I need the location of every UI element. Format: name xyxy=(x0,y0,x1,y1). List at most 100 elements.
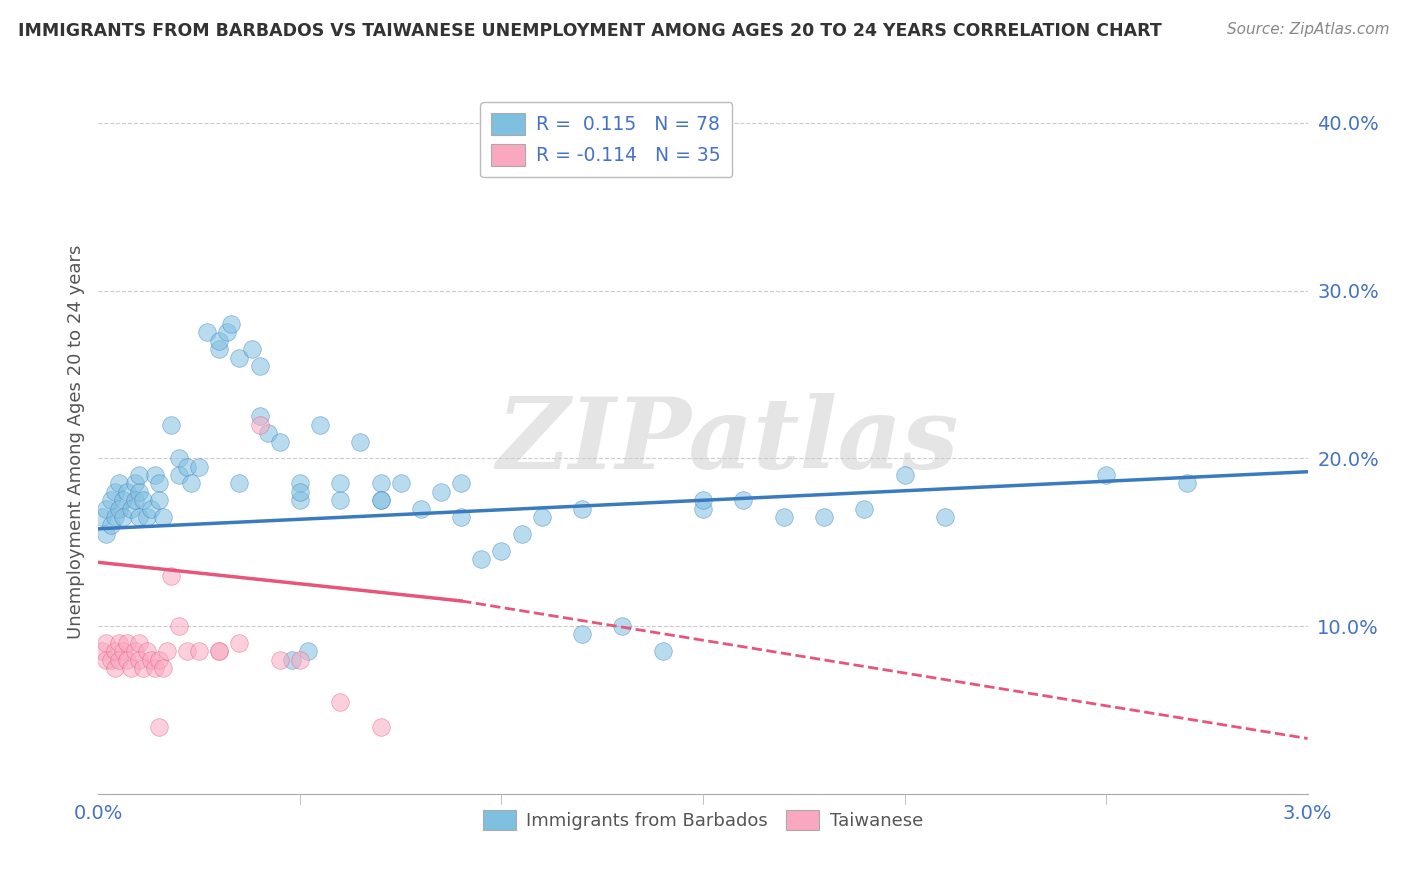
Point xyxy=(152,510,174,524)
Point xyxy=(430,484,453,499)
Point xyxy=(115,636,138,650)
Point xyxy=(180,476,202,491)
Point xyxy=(692,501,714,516)
Text: ZIPatlas: ZIPatlas xyxy=(496,393,959,490)
Point xyxy=(100,653,122,667)
Point xyxy=(853,501,876,516)
Point xyxy=(370,720,392,734)
Point xyxy=(288,493,311,508)
Point xyxy=(349,434,371,449)
Point xyxy=(120,661,142,675)
Point xyxy=(288,653,311,667)
Point xyxy=(571,501,593,516)
Point xyxy=(297,644,319,658)
Point xyxy=(91,510,114,524)
Point xyxy=(100,493,122,508)
Point xyxy=(128,653,150,667)
Point xyxy=(228,476,250,491)
Point xyxy=(240,343,263,357)
Point xyxy=(188,459,211,474)
Point xyxy=(309,417,332,432)
Point xyxy=(249,417,271,432)
Point xyxy=(120,501,142,516)
Point xyxy=(329,695,352,709)
Y-axis label: Unemployment Among Ages 20 to 24 years: Unemployment Among Ages 20 to 24 years xyxy=(66,244,84,639)
Point xyxy=(135,644,157,658)
Point xyxy=(733,493,755,508)
Point xyxy=(96,526,118,541)
Point xyxy=(124,476,146,491)
Text: Source: ZipAtlas.com: Source: ZipAtlas.com xyxy=(1226,22,1389,37)
Point xyxy=(228,636,250,650)
Point xyxy=(148,476,170,491)
Point xyxy=(107,501,129,516)
Point xyxy=(389,476,412,491)
Point xyxy=(139,501,162,516)
Point xyxy=(281,653,304,667)
Point xyxy=(195,326,218,340)
Point xyxy=(167,619,190,633)
Legend: Immigrants from Barbados, Taiwanese: Immigrants from Barbados, Taiwanese xyxy=(475,803,931,838)
Point xyxy=(370,493,392,508)
Point xyxy=(188,644,211,658)
Point xyxy=(1095,468,1118,483)
Point xyxy=(221,317,243,331)
Point xyxy=(160,417,183,432)
Point xyxy=(217,326,239,340)
Point xyxy=(228,351,250,365)
Point xyxy=(156,644,179,658)
Point xyxy=(96,653,118,667)
Point xyxy=(470,552,492,566)
Point xyxy=(96,501,118,516)
Point xyxy=(612,619,634,633)
Point xyxy=(103,510,125,524)
Point xyxy=(176,459,198,474)
Point xyxy=(813,510,835,524)
Point xyxy=(370,476,392,491)
Point xyxy=(139,653,162,667)
Point xyxy=(111,493,134,508)
Point xyxy=(148,720,170,734)
Point xyxy=(124,644,146,658)
Point xyxy=(148,493,170,508)
Point xyxy=(135,510,157,524)
Text: IMMIGRANTS FROM BARBADOS VS TAIWANESE UNEMPLOYMENT AMONG AGES 20 TO 24 YEARS COR: IMMIGRANTS FROM BARBADOS VS TAIWANESE UN… xyxy=(18,22,1161,40)
Point xyxy=(160,568,183,582)
Point xyxy=(1175,476,1198,491)
Point xyxy=(288,476,311,491)
Point xyxy=(128,636,150,650)
Point xyxy=(208,334,231,348)
Point xyxy=(103,661,125,675)
Point xyxy=(128,468,150,483)
Point xyxy=(249,409,271,424)
Point xyxy=(450,510,472,524)
Point xyxy=(510,526,533,541)
Point xyxy=(571,627,593,641)
Point xyxy=(167,468,190,483)
Point xyxy=(132,661,155,675)
Point xyxy=(530,510,553,524)
Point xyxy=(269,653,291,667)
Point xyxy=(115,484,138,499)
Point xyxy=(128,510,150,524)
Point xyxy=(115,653,138,667)
Point xyxy=(176,644,198,658)
Point xyxy=(128,484,150,499)
Point xyxy=(256,426,278,441)
Point xyxy=(152,661,174,675)
Point xyxy=(167,451,190,466)
Point xyxy=(124,493,146,508)
Point xyxy=(893,468,915,483)
Point xyxy=(100,518,122,533)
Point xyxy=(329,493,352,508)
Point xyxy=(269,434,291,449)
Point xyxy=(450,476,472,491)
Point xyxy=(249,359,271,373)
Point xyxy=(409,501,432,516)
Point xyxy=(107,476,129,491)
Point xyxy=(208,644,231,658)
Point xyxy=(91,644,114,658)
Point xyxy=(148,653,170,667)
Point xyxy=(288,484,311,499)
Point xyxy=(772,510,794,524)
